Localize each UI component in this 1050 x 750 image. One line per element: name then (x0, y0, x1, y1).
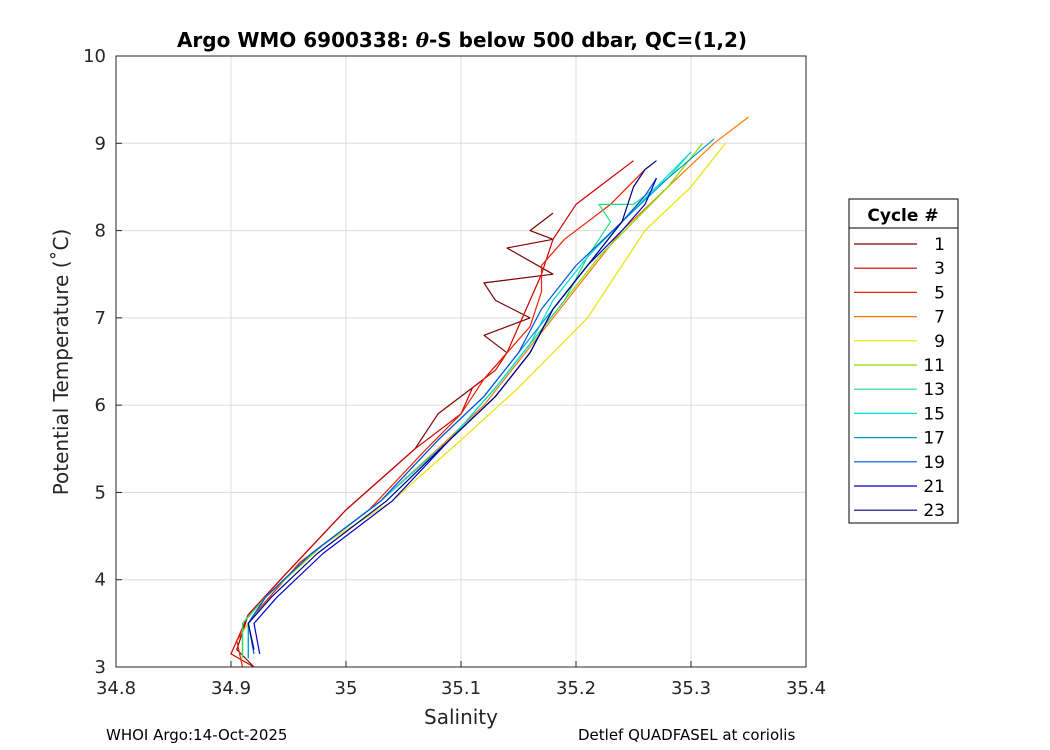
y-tick-label: 6 (95, 395, 106, 416)
legend-label-cycle-9: 9 (934, 332, 945, 352)
y-tick-label: 8 (95, 221, 106, 242)
y-axis-label: Potential Temperature (˚C) (49, 229, 73, 496)
y-tick-label: 3 (95, 657, 106, 678)
legend-label-cycle-23: 23 (923, 501, 945, 521)
legend-label-cycle-1: 1 (934, 235, 945, 255)
legend-box (848, 198, 959, 524)
series-line-cycle-3 (230, 160, 634, 668)
x-tick-label: 35.3 (671, 678, 711, 699)
y-tick-label: 7 (95, 308, 106, 329)
series-lines (230, 116, 749, 668)
chart-title-theta: θ (416, 28, 430, 52)
x-axis-ticks: 34.8 34.9 35 35.1 35.2 35.3 35.4 (96, 661, 826, 699)
footer-right: Detlef QUADFASEL at coriolis (578, 726, 796, 744)
x-tick-label: 35 (335, 678, 358, 699)
y-tick-label: 10 (83, 46, 106, 67)
x-tick-label: 35.2 (556, 678, 596, 699)
legend-label-cycle-13: 13 (923, 380, 945, 400)
series-line-cycle-5 (236, 169, 646, 668)
legend-label-cycle-17: 17 (923, 429, 945, 449)
chart-title: Argo WMO 6900338: θ-S below 500 dbar, QC… (177, 28, 747, 52)
x-tick-label: 34.9 (211, 678, 251, 699)
y-tick-label: 9 (95, 133, 106, 154)
footer-left: WHOI Argo:14-Oct-2025 (106, 726, 288, 744)
y-tick-label: 4 (95, 570, 106, 591)
legend-label-cycle-11: 11 (923, 356, 945, 376)
x-tick-label: 35.1 (441, 678, 481, 699)
series-line-cycle-23 (247, 160, 657, 650)
legend-label-cycle-3: 3 (934, 259, 945, 279)
chart-title-after: -S below 500 dbar, QC=(1,2) (429, 28, 747, 52)
x-tick-label: 35.4 (786, 678, 826, 699)
y-tick-label: 5 (95, 482, 106, 503)
legend-label-cycle-15: 15 (923, 404, 945, 424)
legend-label-cycle-7: 7 (934, 308, 945, 328)
chart-title-before: Argo WMO 6900338: (177, 28, 416, 52)
x-axis-label: Salinity (424, 705, 498, 729)
legend-title: Cycle # (867, 206, 938, 226)
legend-label-cycle-5: 5 (934, 283, 945, 303)
x-tick-label: 34.8 (96, 678, 136, 699)
legend-label-cycle-19: 19 (923, 453, 945, 473)
legend-label-cycle-21: 21 (923, 477, 945, 497)
y-axis-ticks: 3 4 5 6 7 8 9 10 (83, 46, 122, 678)
